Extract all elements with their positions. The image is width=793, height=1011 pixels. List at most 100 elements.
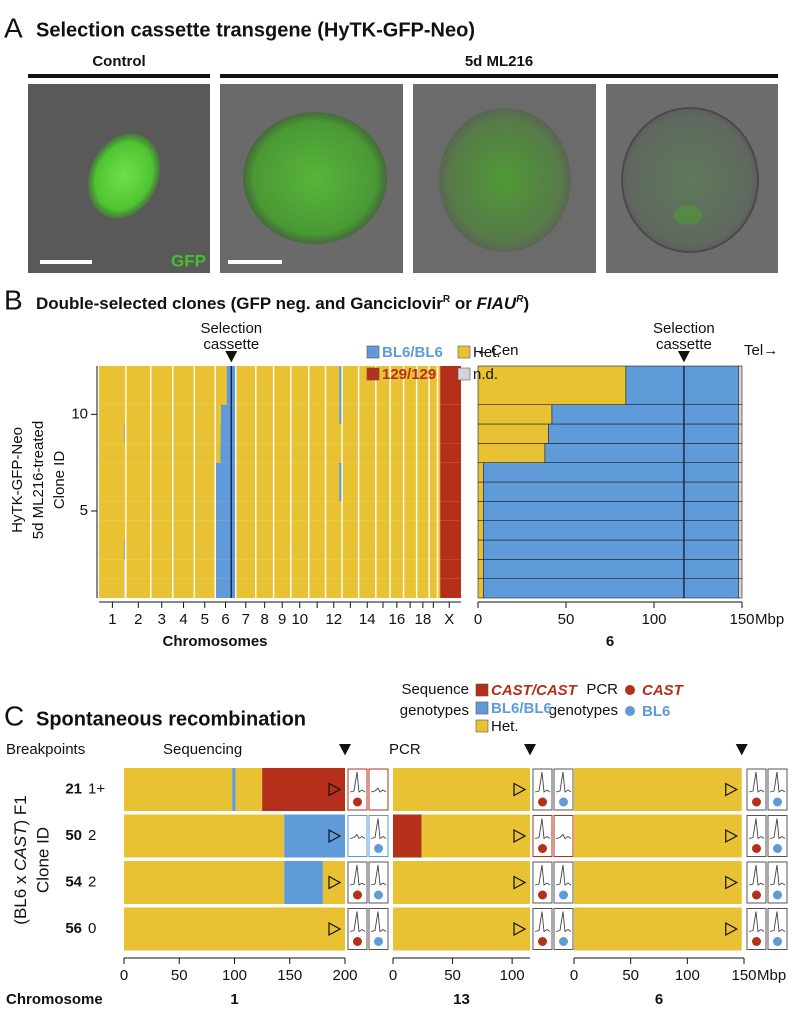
legend-label: CAST — [642, 682, 685, 699]
genotype-segment — [215, 443, 221, 463]
title-part: ) — [523, 294, 529, 313]
cassette-label: cassette — [656, 336, 712, 353]
genotype-segment — [738, 520, 743, 541]
y-axis-label: (BL6 x CAST) F1 — [11, 795, 30, 924]
pcr-box — [532, 768, 553, 811]
breakpoint-count: 2 — [88, 873, 96, 890]
clone-id: 56 — [65, 920, 82, 937]
x-tick-label: 100 — [222, 967, 247, 984]
genotype-segment — [262, 768, 345, 811]
genotype-segment — [738, 443, 743, 463]
genotype-segment — [339, 462, 343, 482]
pcr-trace — [748, 911, 765, 933]
pcr-dot — [353, 797, 362, 807]
genotype-segment — [393, 768, 530, 811]
y-axis-label: 5d ML216-treated — [30, 421, 47, 539]
pcr-site-marker — [328, 921, 342, 937]
x-tick-label: 16 — [388, 611, 405, 628]
pcr-dot — [374, 937, 383, 946]
legend-swatch — [366, 367, 380, 381]
title-part: or — [450, 294, 476, 313]
legend-swatch — [475, 701, 489, 715]
x-tick-label: 150 — [277, 967, 302, 984]
genotype-segment — [124, 540, 126, 560]
legend-swatch — [475, 683, 489, 697]
cassette-label: Selection — [653, 320, 715, 337]
genotype-segment — [738, 559, 743, 579]
clone-id: 21 — [65, 780, 82, 797]
panel-letter: A — [4, 12, 23, 43]
pcr-box — [532, 815, 553, 857]
breakpoint-count: 0 — [88, 920, 96, 937]
legend-label: BL6/BL6 — [382, 344, 443, 361]
genotype-segment — [284, 861, 323, 904]
pcr-site-marker — [328, 828, 342, 844]
title-part: Double-selected clones (GFP neg. and Gan… — [36, 294, 443, 313]
pcr-site-marker — [513, 921, 527, 937]
pcr-box — [347, 768, 368, 811]
legend-label: n.d. — [473, 366, 498, 383]
pcr-box — [767, 815, 788, 857]
genotype-segment — [220, 404, 236, 424]
cassette-marker — [339, 744, 351, 756]
genotype-segment — [574, 907, 742, 951]
genotype-segment — [477, 443, 546, 463]
group-bar — [28, 74, 210, 78]
pcr-dot — [353, 937, 362, 946]
genotype-segment — [215, 366, 227, 405]
chromosome-label: 13 — [453, 991, 470, 1008]
cassette-marker — [524, 744, 536, 756]
x-tick-label: 1 — [108, 611, 116, 628]
genotype-segment — [482, 520, 739, 541]
genotype-segment — [548, 423, 739, 444]
genotype-segment — [440, 366, 461, 405]
chromosome-label: 6 — [655, 991, 663, 1008]
pcr-box — [553, 861, 574, 904]
genotype-segment — [551, 404, 739, 425]
breakpoint-count: 2 — [88, 827, 96, 844]
cassette-label: cassette — [203, 336, 259, 353]
genotype-segment — [215, 482, 236, 502]
genotype-segment — [738, 481, 743, 502]
x-tick-label: 50 — [444, 967, 461, 984]
x-tick-label: 18 — [415, 611, 432, 628]
x-axis-label: Chromosomes — [162, 633, 267, 650]
pcr-trace — [555, 771, 572, 793]
genotype-segment — [232, 768, 236, 811]
genotype-segment — [738, 578, 743, 599]
pcr-dot — [773, 937, 782, 946]
pcr-dot — [773, 890, 782, 900]
legend-title: genotypes — [549, 702, 618, 719]
het-background — [99, 520, 461, 540]
y-tick-label: 10 — [71, 405, 88, 422]
pcr-trace — [534, 911, 551, 933]
genotype-segment — [738, 539, 743, 560]
x-tick-label: 12 — [325, 611, 342, 628]
genotype-segment — [124, 578, 126, 598]
genotype-segment — [440, 540, 461, 560]
het-background — [99, 501, 461, 521]
pcr-trace — [349, 911, 366, 933]
genotype-segment — [215, 559, 236, 579]
genotype-segment — [738, 423, 743, 444]
x-tick-label: 5 — [201, 611, 209, 628]
genotype-segment — [124, 768, 233, 811]
pcr-dot — [773, 844, 782, 853]
x-axis-label: 6 — [606, 633, 614, 650]
clone-id: 50 — [65, 827, 82, 844]
genotype-segment — [440, 482, 461, 502]
pcr-dot — [538, 890, 547, 900]
title-part: CAST — [11, 824, 30, 871]
pcr-dot — [752, 937, 761, 946]
pcr-trace — [748, 771, 765, 793]
direction-label: ←Cen — [476, 342, 519, 359]
x-tick-label: 9 — [278, 611, 286, 628]
pcr-box — [767, 861, 788, 904]
legend-label: Het. — [473, 344, 501, 361]
pcr-dot — [353, 890, 362, 900]
pcr-dot — [374, 890, 383, 900]
genotype-segment — [477, 559, 484, 579]
panel-title: Double-selected clones (GFP neg. and Gan… — [36, 294, 529, 313]
